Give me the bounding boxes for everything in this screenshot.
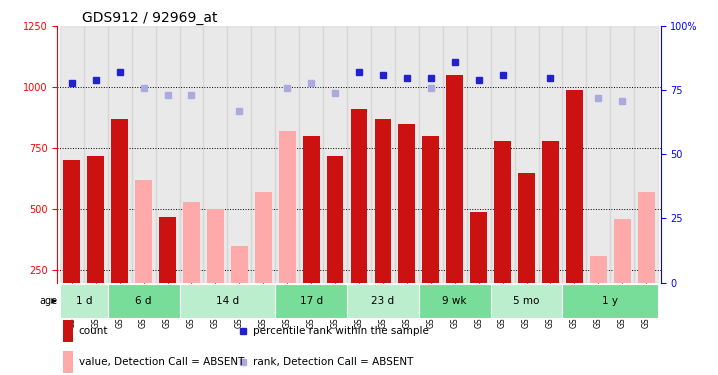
- Bar: [587, 26, 610, 282]
- Bar: [275, 26, 299, 282]
- FancyBboxPatch shape: [180, 284, 275, 318]
- Bar: [562, 26, 587, 282]
- Bar: [299, 26, 323, 282]
- Bar: [610, 26, 634, 282]
- FancyBboxPatch shape: [562, 284, 658, 318]
- FancyBboxPatch shape: [419, 284, 490, 318]
- Bar: [88, 156, 104, 282]
- Text: 9 wk: 9 wk: [442, 296, 467, 306]
- Bar: [255, 192, 271, 282]
- Bar: [327, 163, 343, 282]
- Bar: [515, 26, 538, 282]
- FancyBboxPatch shape: [60, 284, 108, 318]
- Text: 17 d: 17 d: [299, 296, 322, 306]
- Bar: [303, 136, 320, 282]
- Bar: [542, 141, 559, 282]
- Bar: [590, 256, 607, 282]
- Bar: [63, 320, 73, 342]
- Text: 23 d: 23 d: [371, 296, 394, 306]
- Bar: [180, 26, 203, 282]
- Bar: [350, 109, 368, 282]
- Bar: [327, 156, 343, 282]
- Bar: [371, 26, 395, 282]
- Bar: [323, 26, 347, 282]
- Bar: [443, 26, 467, 282]
- Bar: [111, 119, 128, 282]
- FancyBboxPatch shape: [275, 284, 347, 318]
- Bar: [422, 136, 439, 282]
- Bar: [566, 90, 583, 282]
- Bar: [131, 26, 156, 282]
- Bar: [614, 219, 630, 282]
- Bar: [470, 212, 487, 282]
- Text: age: age: [39, 296, 58, 306]
- Text: value, Detection Call = ABSENT: value, Detection Call = ABSENT: [78, 357, 244, 367]
- Bar: [518, 173, 535, 282]
- Bar: [135, 180, 152, 282]
- Text: rank, Detection Call = ABSENT: rank, Detection Call = ABSENT: [253, 357, 414, 367]
- Bar: [447, 75, 463, 282]
- Bar: [183, 202, 200, 282]
- Bar: [251, 26, 275, 282]
- Bar: [84, 26, 108, 282]
- FancyBboxPatch shape: [490, 284, 562, 318]
- Bar: [203, 26, 228, 282]
- Bar: [159, 217, 176, 282]
- Text: 1 y: 1 y: [602, 296, 618, 306]
- Text: 6 d: 6 d: [136, 296, 151, 306]
- Text: 5 mo: 5 mo: [513, 296, 540, 306]
- Bar: [228, 26, 251, 282]
- Bar: [63, 160, 80, 282]
- Bar: [60, 26, 84, 282]
- Bar: [419, 26, 443, 282]
- Text: count: count: [78, 326, 108, 336]
- Bar: [108, 26, 131, 282]
- Text: GDS912 / 92969_at: GDS912 / 92969_at: [82, 11, 217, 25]
- Text: 14 d: 14 d: [216, 296, 239, 306]
- Bar: [494, 141, 511, 282]
- Bar: [638, 192, 655, 282]
- Bar: [156, 26, 180, 282]
- Bar: [398, 124, 415, 282]
- Text: 1 d: 1 d: [75, 296, 92, 306]
- Bar: [303, 146, 320, 282]
- Bar: [279, 131, 296, 282]
- Bar: [467, 26, 490, 282]
- Bar: [207, 209, 224, 282]
- Bar: [347, 26, 371, 282]
- Bar: [375, 119, 391, 282]
- Bar: [231, 246, 248, 282]
- FancyBboxPatch shape: [347, 284, 419, 318]
- Text: percentile rank within the sample: percentile rank within the sample: [253, 326, 429, 336]
- Bar: [538, 26, 562, 282]
- Bar: [490, 26, 515, 282]
- FancyBboxPatch shape: [108, 284, 180, 318]
- Bar: [63, 351, 73, 374]
- Bar: [634, 26, 658, 282]
- Bar: [395, 26, 419, 282]
